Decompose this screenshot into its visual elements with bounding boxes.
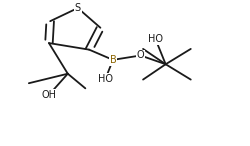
Text: HO: HO	[148, 34, 162, 44]
Text: S: S	[74, 3, 80, 13]
Text: B: B	[109, 55, 116, 65]
Text: O: O	[136, 51, 144, 60]
Text: OH: OH	[41, 90, 56, 100]
Text: HO: HO	[98, 74, 112, 84]
